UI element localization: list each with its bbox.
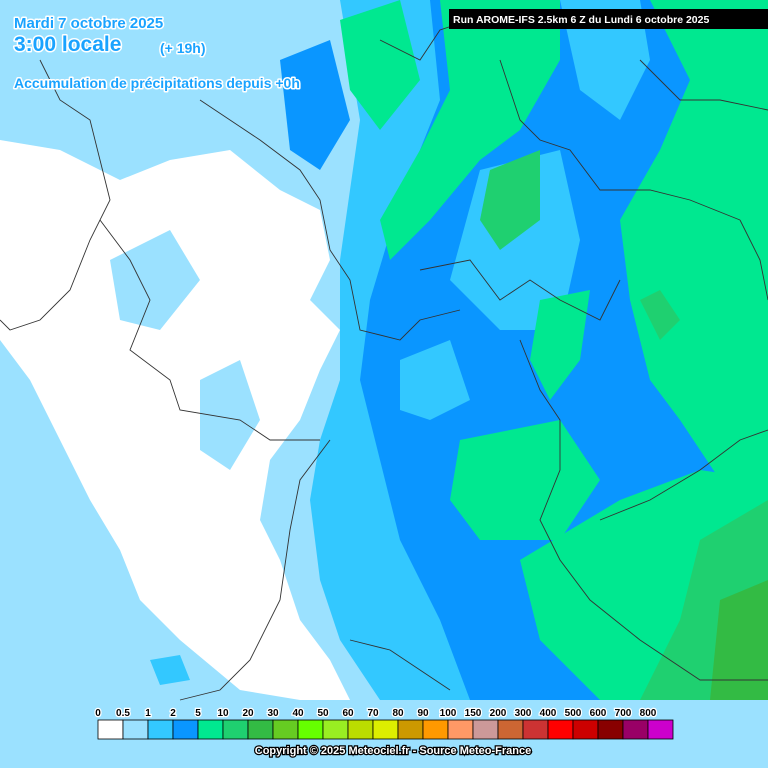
- legend-label: 70: [367, 708, 379, 719]
- legend-label: 600: [590, 708, 607, 719]
- subtitle: Accumulation de précipitations depuis +0…: [14, 75, 300, 91]
- legend-swatch: [197, 719, 224, 740]
- legend-label: 20: [242, 708, 254, 719]
- legend-swatch: [622, 719, 649, 740]
- copyright: Copyright © 2025 Meteociel.fr - Source M…: [255, 745, 531, 757]
- legend-label: 2: [170, 708, 176, 719]
- legend-swatch: [647, 719, 674, 740]
- legend-label: 200: [490, 708, 507, 719]
- legend-swatch: [122, 719, 149, 740]
- date: Mardi 7 octobre 2025: [14, 15, 163, 32]
- legend-label: 300: [515, 708, 532, 719]
- legend-label: 10: [217, 708, 229, 719]
- legend-swatch: [572, 719, 599, 740]
- legend-label: 0.5: [116, 708, 130, 719]
- legend-swatch: [222, 719, 249, 740]
- legend-swatch: [297, 719, 324, 740]
- legend-swatch: [522, 719, 549, 740]
- legend-swatch: [97, 719, 124, 740]
- legend-label: 100: [440, 708, 457, 719]
- legend-swatch: [422, 719, 449, 740]
- legend-swatch: [272, 719, 299, 740]
- legend-swatch: [372, 719, 399, 740]
- legend-swatch: [597, 719, 624, 740]
- legend-label: 40: [292, 708, 304, 719]
- legend-swatch: [247, 719, 274, 740]
- run-info: Run AROME-IFS 2.5km 6 Z du Lundi 6 octob…: [453, 14, 709, 26]
- legend-label: 700: [615, 708, 632, 719]
- legend-swatch: [547, 719, 574, 740]
- legend-label: 800: [640, 708, 657, 719]
- legend-swatch: [447, 719, 474, 740]
- legend-label: 90: [417, 708, 429, 719]
- legend-label: 80: [392, 708, 404, 719]
- legend-swatch: [347, 719, 374, 740]
- legend-label: 5: [195, 708, 201, 719]
- legend-swatch: [472, 719, 499, 740]
- legend-label: 500: [565, 708, 582, 719]
- legend-label: 60: [342, 708, 354, 719]
- legend-label: 30: [267, 708, 279, 719]
- legend-swatch: [497, 719, 524, 740]
- legend: 0 0.5 1 2 5 10 20 30 40 50 60 70 80 90 100 150 200 300 400…: [94, 707, 674, 740]
- legend-label: 1: [145, 708, 151, 719]
- run-banner: [449, 9, 768, 29]
- legend-swatch: [147, 719, 174, 740]
- legend-swatch: [322, 719, 349, 740]
- legend-label: 0: [95, 708, 101, 719]
- legend-label: 150: [465, 708, 482, 719]
- time: 3:00 locale: [14, 33, 121, 56]
- legend-label: 400: [540, 708, 557, 719]
- offset: (+ 19h): [160, 40, 206, 56]
- legend-label: 50: [317, 708, 329, 719]
- legend-swatch: [397, 719, 424, 740]
- legend-swatch: [172, 719, 199, 740]
- borders: [0, 19, 768, 701]
